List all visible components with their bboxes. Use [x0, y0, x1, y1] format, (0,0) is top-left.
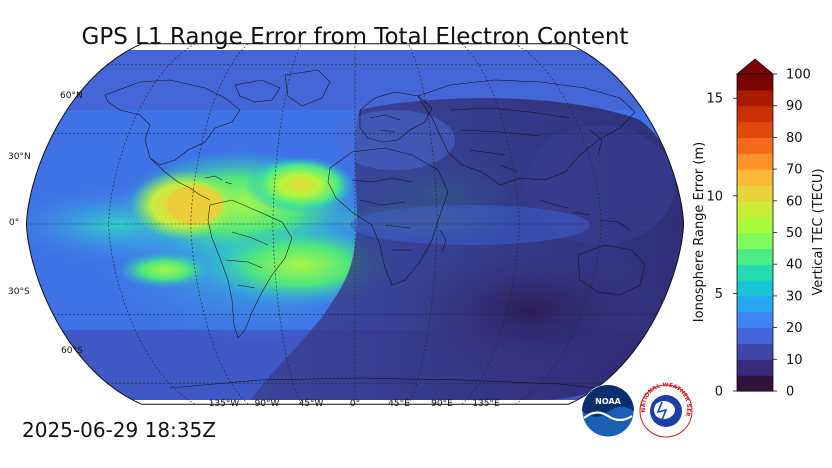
lon-label-90w: 90°W — [255, 399, 280, 409]
colorbar-extend-arrow — [735, 58, 775, 75]
lon-label-45w: 45°W — [299, 399, 324, 409]
colorbar-right-axis: 0 10 20 30 40 50 60 70 80 90 100 — [773, 68, 811, 400]
colorbar-band — [737, 153, 773, 170]
meridian-line — [272, 43, 302, 405]
colorbar-band — [737, 105, 773, 123]
right-tick-label: 50 — [786, 226, 803, 241]
noaa-logo: NOAA — [581, 384, 635, 438]
lat-label-60s: 60°S — [61, 346, 83, 356]
colorbar-band — [737, 232, 773, 249]
lat-label-equator: 0° — [9, 218, 19, 228]
left-tick-label: 10 — [706, 189, 723, 204]
right-tick-label: 30 — [786, 289, 803, 304]
right-tick-label: 10 — [786, 353, 803, 368]
tec-field — [26, 50, 684, 400]
colorbar-band — [737, 216, 773, 234]
lat-label-30n: 30°N — [8, 152, 31, 162]
right-tick-label: 0 — [786, 385, 794, 400]
lon-label-135w: 135°W — [209, 399, 240, 409]
timestamp: 2025-06-29 18:35Z — [22, 418, 216, 442]
colorbar-band — [737, 280, 773, 297]
lon-label-135e: 135°E — [472, 399, 500, 409]
map-border — [25, 43, 685, 405]
right-tick-label: 40 — [786, 258, 803, 273]
colorbar-band — [737, 248, 773, 265]
lat-label-30s: 30°S — [8, 287, 30, 297]
colorbar-band — [737, 295, 773, 313]
right-tick-label: 100 — [786, 68, 811, 83]
right-tick-label: 90 — [786, 99, 803, 114]
coastlines — [104, 69, 669, 393]
colorbar-band — [737, 343, 773, 360]
colorbar-left-axis: 0 5 10 15 — [706, 92, 737, 400]
colorbar-band — [737, 311, 773, 329]
left-axis-title: Ionosphere Range Error (m) — [692, 142, 707, 322]
left-tick-label: 15 — [706, 92, 723, 107]
left-tick-label: 0 — [715, 385, 723, 400]
graticule — [26, 43, 684, 405]
lat-label-60n: 60°N — [60, 91, 83, 101]
right-tick-label: 60 — [786, 194, 803, 209]
meridian-line — [461, 43, 520, 405]
colorbar-band — [737, 327, 773, 345]
right-axis-title: Vertical TEC (TECU) — [811, 168, 826, 295]
longitude-labels: 135°W 90°W 45°W 0° 45°E 90°E 135°E — [209, 399, 500, 409]
right-tick-label: 70 — [786, 163, 803, 178]
colorbar-band — [737, 200, 773, 218]
colorbar-band — [737, 375, 773, 392]
colorbar-band — [737, 359, 773, 376]
colorbar-bands — [737, 74, 773, 392]
left-tick-label: 5 — [715, 287, 723, 302]
noaa-logo-text: NOAA — [595, 397, 621, 406]
lon-label-0: 0° — [350, 399, 360, 409]
right-tick-label: 80 — [786, 131, 803, 146]
colorbar-band — [737, 264, 773, 281]
map-title: GPS L1 Range Error from Total Electron C… — [81, 24, 629, 50]
latitude-labels: 60°N 30°N 0° 30°S 60°S — [8, 91, 83, 356]
colorbar-band — [737, 137, 773, 154]
colorbar-band — [737, 74, 773, 91]
right-tick-label: 20 — [786, 321, 803, 336]
meridian-line — [408, 43, 438, 405]
colorbar-band — [737, 89, 773, 107]
colorbar-band — [737, 169, 773, 186]
colorbar-band — [737, 121, 773, 138]
lon-label-90e: 90°E — [431, 399, 453, 409]
lon-label-45e: 45°E — [388, 399, 410, 409]
meridian-line — [190, 43, 249, 405]
colorbar-band — [737, 184, 773, 202]
